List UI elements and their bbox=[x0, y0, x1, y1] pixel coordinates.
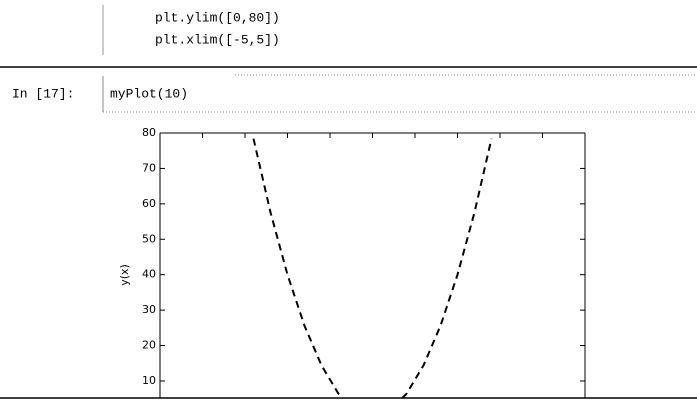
code-input[interactable]: myPlot(10) bbox=[110, 86, 188, 101]
y-tick-label: 40 bbox=[142, 268, 156, 281]
y-tick-label: 20 bbox=[142, 339, 156, 352]
y-tick-label: 70 bbox=[142, 161, 156, 174]
y-tick-label: 50 bbox=[142, 232, 156, 245]
y-tick-label: 10 bbox=[142, 374, 156, 387]
y-tick-label: 30 bbox=[142, 303, 156, 316]
prompt: In [17]: bbox=[12, 86, 74, 101]
curve bbox=[252, 138, 493, 398]
y-tick-label: 80 bbox=[142, 126, 156, 139]
plot-area bbox=[252, 138, 493, 398]
y-axis-label: y(x) bbox=[118, 264, 131, 286]
y-tick-label: 60 bbox=[142, 197, 156, 210]
code-line: plt.ylim([0,80]) bbox=[155, 10, 280, 25]
code-line: plt.xlim([-5,5]) bbox=[155, 32, 280, 47]
